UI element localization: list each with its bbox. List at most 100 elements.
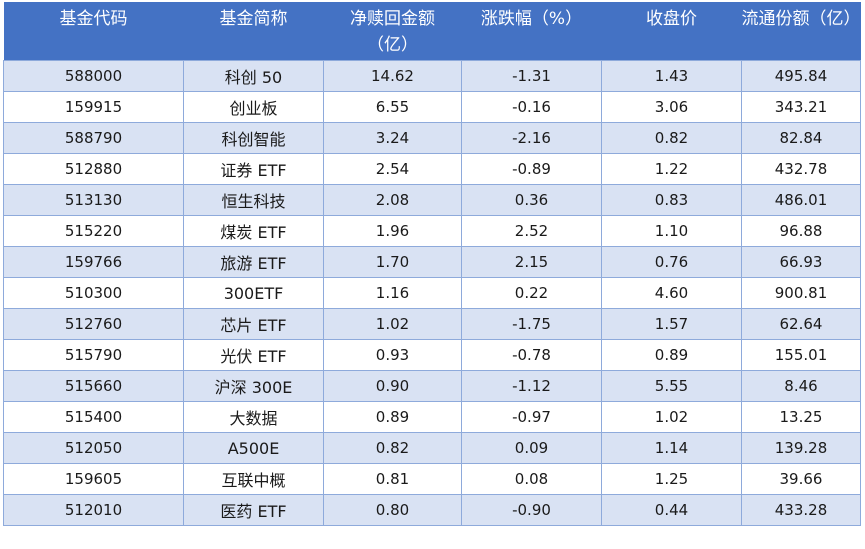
cell-circulating-shares: 39.66 bbox=[741, 463, 861, 495]
header-fund-code: 基金代码 bbox=[3, 2, 184, 61]
cell-close-price: 1.57 bbox=[601, 308, 742, 340]
cell-fund-code: 588000 bbox=[3, 60, 184, 92]
header-net-inflow: 净赎回金额（亿） bbox=[323, 2, 462, 61]
cell-close-price: 1.25 bbox=[601, 463, 742, 495]
cell-net-inflow: 1.96 bbox=[323, 215, 462, 247]
cell-fund-code: 159605 bbox=[3, 463, 184, 495]
cell-circulating-shares: 432.78 bbox=[741, 153, 861, 185]
cell-change: 2.15 bbox=[461, 246, 602, 278]
cell-fund-name: 大数据 bbox=[183, 401, 324, 433]
cell-circulating-shares: 900.81 bbox=[741, 277, 861, 309]
table-body: 588000 科创 50 14.62 -1.31 1.43 495.84 159915 创业板… bbox=[3, 60, 861, 526]
table-header: 基金代码 基金简称 净赎回金额（亿） 涨跌幅（%） 收盘价 流通份额（亿） bbox=[3, 2, 861, 61]
cell-fund-code: 515220 bbox=[3, 215, 184, 247]
header-circulating-shares: 流通份额（亿） bbox=[741, 2, 861, 61]
cell-net-inflow: 0.93 bbox=[323, 339, 462, 371]
cell-fund-name: 旅游 ETF bbox=[183, 246, 324, 278]
table-row: 510300 300ETF 1.16 0.22 4.60 900.81 bbox=[3, 277, 861, 309]
cell-close-price: 0.44 bbox=[601, 494, 742, 526]
cell-change: -1.75 bbox=[461, 308, 602, 340]
cell-fund-code: 159766 bbox=[3, 246, 184, 278]
cell-circulating-shares: 486.01 bbox=[741, 184, 861, 216]
cell-fund-name: 证券 ETF bbox=[183, 153, 324, 185]
cell-fund-code: 512880 bbox=[3, 153, 184, 185]
header-fund-name-label: 基金简称 bbox=[219, 9, 288, 29]
cell-fund-name: 沪深 300E bbox=[183, 370, 324, 402]
cell-net-inflow: 2.08 bbox=[323, 184, 462, 216]
cell-close-price: 1.02 bbox=[601, 401, 742, 433]
cell-close-price: 0.82 bbox=[601, 122, 742, 154]
cell-fund-code: 510300 bbox=[3, 277, 184, 309]
cell-close-price: 0.76 bbox=[601, 246, 742, 278]
cell-fund-name: 煤炭 ETF bbox=[183, 215, 324, 247]
cell-net-inflow: 1.02 bbox=[323, 308, 462, 340]
cell-fund-name: 芯片 ETF bbox=[183, 308, 324, 340]
cell-circulating-shares: 96.88 bbox=[741, 215, 861, 247]
table-row: 512760 芯片 ETF 1.02 -1.75 1.57 62.64 bbox=[3, 308, 861, 340]
cell-change: -0.90 bbox=[461, 494, 602, 526]
cell-net-inflow: 0.81 bbox=[323, 463, 462, 495]
cell-fund-code: 159915 bbox=[3, 91, 184, 123]
fund-flow-table: 基金代码 基金简称 净赎回金额（亿） 涨跌幅（%） 收盘价 流通份额（亿） 58… bbox=[3, 2, 861, 526]
header-change-label: 涨跌幅（%） bbox=[480, 9, 583, 29]
cell-circulating-shares: 13.25 bbox=[741, 401, 861, 433]
cell-fund-name: 互联中概 bbox=[183, 463, 324, 495]
table-row: 588790 科创智能 3.24 -2.16 0.82 82.84 bbox=[3, 122, 861, 154]
table-row: 159915 创业板 6.55 -0.16 3.06 343.21 bbox=[3, 91, 861, 123]
cell-close-price: 1.10 bbox=[601, 215, 742, 247]
header-fund-name: 基金简称 bbox=[183, 2, 324, 61]
table-row: 512050 A500E 0.82 0.09 1.14 139.28 bbox=[3, 432, 861, 464]
table-row: 588000 科创 50 14.62 -1.31 1.43 495.84 bbox=[3, 60, 861, 92]
cell-close-price: 5.55 bbox=[601, 370, 742, 402]
cell-close-price: 1.43 bbox=[601, 60, 742, 92]
cell-fund-code: 515660 bbox=[3, 370, 184, 402]
cell-fund-name: 300ETF bbox=[183, 277, 324, 309]
cell-net-inflow: 6.55 bbox=[323, 91, 462, 123]
table-row: 515790 光伏 ETF 0.93 -0.78 0.89 155.01 bbox=[3, 339, 861, 371]
cell-close-price: 0.83 bbox=[601, 184, 742, 216]
cell-close-price: 1.14 bbox=[601, 432, 742, 464]
cell-fund-name: 创业板 bbox=[183, 91, 324, 123]
cell-fund-name: 光伏 ETF bbox=[183, 339, 324, 371]
cell-circulating-shares: 82.84 bbox=[741, 122, 861, 154]
table-row: 515660 沪深 300E 0.90 -1.12 5.55 8.46 bbox=[3, 370, 861, 402]
cell-change: -0.97 bbox=[461, 401, 602, 433]
cell-fund-code: 512760 bbox=[3, 308, 184, 340]
cell-circulating-shares: 139.28 bbox=[741, 432, 861, 464]
cell-fund-code: 512010 bbox=[3, 494, 184, 526]
header-fund-code-label: 基金代码 bbox=[59, 9, 128, 29]
table-row: 159766 旅游 ETF 1.70 2.15 0.76 66.93 bbox=[3, 246, 861, 278]
cell-fund-code: 515400 bbox=[3, 401, 184, 433]
cell-change: 0.36 bbox=[461, 184, 602, 216]
header-circulating-shares-label: 流通份额（亿） bbox=[741, 9, 861, 29]
cell-change: -1.12 bbox=[461, 370, 602, 402]
cell-close-price: 4.60 bbox=[601, 277, 742, 309]
cell-circulating-shares: 62.64 bbox=[741, 308, 861, 340]
header-change: 涨跌幅（%） bbox=[461, 2, 602, 61]
cell-fund-name: 科创智能 bbox=[183, 122, 324, 154]
cell-circulating-shares: 433.28 bbox=[741, 494, 861, 526]
cell-fund-name: A500E bbox=[183, 432, 324, 464]
cell-change: 2.52 bbox=[461, 215, 602, 247]
cell-close-price: 3.06 bbox=[601, 91, 742, 123]
cell-circulating-shares: 155.01 bbox=[741, 339, 861, 371]
cell-fund-name: 科创 50 bbox=[183, 60, 324, 92]
table-row: 159605 互联中概 0.81 0.08 1.25 39.66 bbox=[3, 463, 861, 495]
cell-change: -0.89 bbox=[461, 153, 602, 185]
cell-circulating-shares: 66.93 bbox=[741, 246, 861, 278]
cell-net-inflow: 0.89 bbox=[323, 401, 462, 433]
table-row: 512010 医药 ETF 0.80 -0.90 0.44 433.28 bbox=[3, 494, 861, 526]
header-net-inflow-label: 净赎回金额（亿） bbox=[350, 9, 435, 55]
cell-circulating-shares: 8.46 bbox=[741, 370, 861, 402]
table-row: 515400 大数据 0.89 -0.97 1.02 13.25 bbox=[3, 401, 861, 433]
cell-fund-code: 512050 bbox=[3, 432, 184, 464]
cell-change: 0.22 bbox=[461, 277, 602, 309]
cell-close-price: 1.22 bbox=[601, 153, 742, 185]
cell-change: -0.78 bbox=[461, 339, 602, 371]
cell-circulating-shares: 495.84 bbox=[741, 60, 861, 92]
table-row: 512880 证券 ETF 2.54 -0.89 1.22 432.78 bbox=[3, 153, 861, 185]
table-row: 515220 煤炭 ETF 1.96 2.52 1.10 96.88 bbox=[3, 215, 861, 247]
cell-fund-name: 恒生科技 bbox=[183, 184, 324, 216]
cell-fund-code: 513130 bbox=[3, 184, 184, 216]
cell-net-inflow: 0.82 bbox=[323, 432, 462, 464]
